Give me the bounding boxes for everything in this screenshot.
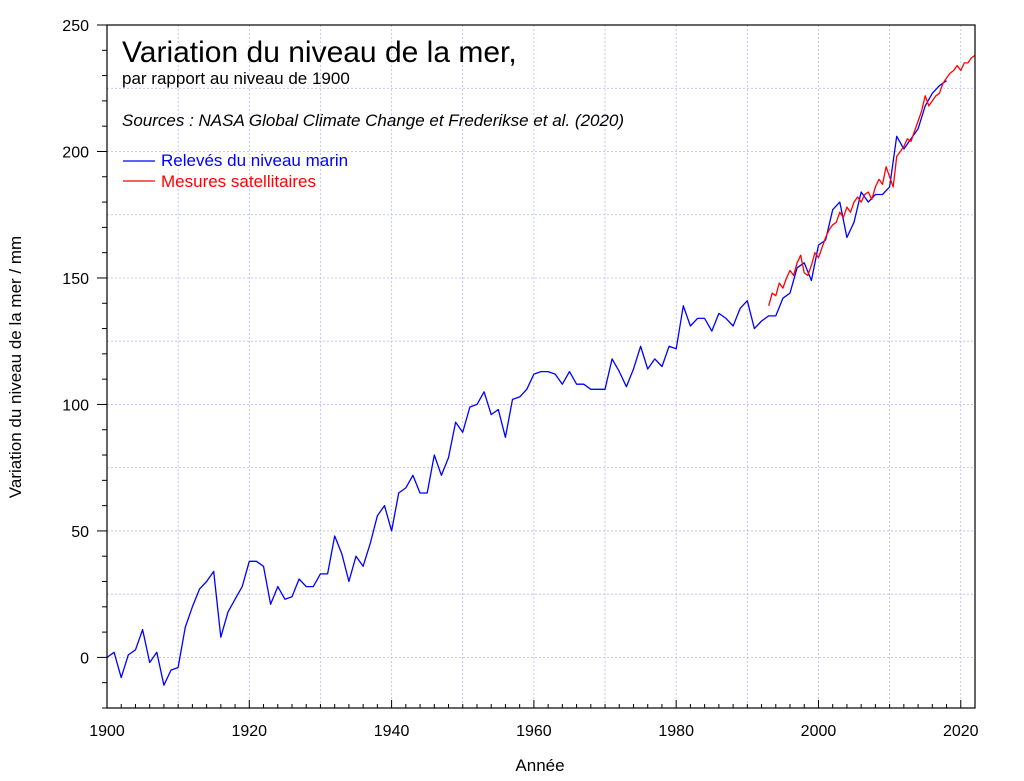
grid — [106, 24, 975, 708]
x-tick-label: 2020 — [943, 723, 979, 740]
series-lines — [106, 54, 976, 686]
legend-label-tide: Relevés du niveau marin — [161, 151, 348, 170]
x-tick-label: 1980 — [658, 723, 694, 740]
x-axis-label: Année — [515, 756, 564, 775]
x-tick-label: 1900 — [89, 723, 125, 740]
chart-title: Variation du niveau de la mer, — [122, 36, 517, 69]
y-tick-label: 150 — [62, 271, 89, 288]
plot-frame — [106, 24, 976, 709]
y-tick-label: 250 — [62, 18, 89, 35]
axis-ticks: 1900 1920 1940 1960 1980 2000 2020 0 50 100 150 200… — [62, 18, 978, 740]
x-tick-label: 1940 — [374, 723, 410, 740]
legend: Relevés du niveau marin Mesures satellit… — [123, 151, 348, 191]
legend-label-satellite: Mesures satellitaires — [161, 172, 316, 191]
y-tick-label: 50 — [71, 524, 89, 541]
chart-subtitle: par rapport au niveau de 1900 — [122, 69, 350, 88]
y-axis-label: Variation du niveau de la mer / mm — [6, 236, 25, 498]
x-tick-label: 1920 — [231, 723, 267, 740]
y-tick-label: 100 — [62, 397, 89, 414]
y-tick-label: 200 — [62, 144, 89, 161]
x-tick-label: 1960 — [516, 723, 552, 740]
y-tick-label: 0 — [80, 650, 89, 667]
series-line-tide-gauge — [106, 80, 947, 686]
x-tick-label: 2000 — [801, 723, 837, 740]
series-line-satellite — [768, 54, 976, 306]
chart-source: Sources : NASA Global Climate Change et … — [122, 111, 624, 130]
